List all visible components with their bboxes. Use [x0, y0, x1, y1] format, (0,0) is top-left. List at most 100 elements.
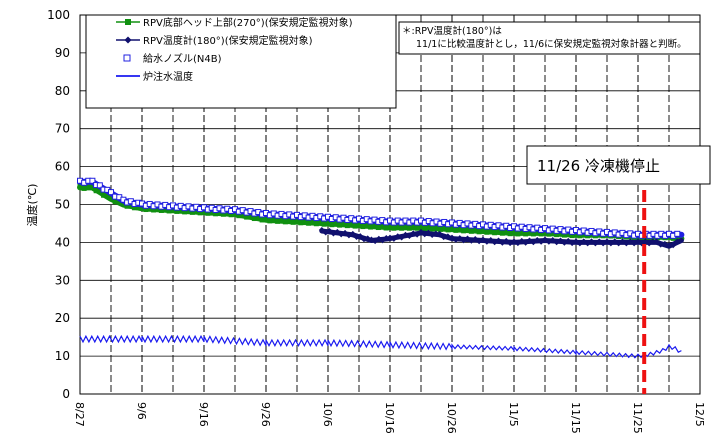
series-layer	[77, 177, 685, 359]
series-marker	[240, 211, 246, 217]
series-marker	[495, 237, 502, 244]
series-marker	[390, 235, 397, 242]
series-marker	[282, 219, 288, 225]
series-marker	[259, 217, 265, 223]
y-tick-label: 60	[55, 160, 70, 174]
series-marker	[391, 225, 397, 231]
series-1	[318, 227, 684, 249]
series-marker	[557, 237, 564, 244]
legend-item: 炉注水温度	[116, 70, 193, 83]
series-marker	[356, 221, 362, 227]
series-marker	[341, 220, 346, 226]
series-marker	[657, 241, 664, 248]
series-marker	[440, 234, 447, 241]
legend-marker	[125, 19, 131, 25]
series-marker	[453, 227, 459, 233]
legend-label: RPV底部ヘッド上部(270°)(保安規定監視対象)	[143, 16, 353, 29]
series-marker	[108, 189, 114, 196]
x-tick-label: 12/5	[693, 402, 706, 427]
note-frame	[398, 21, 701, 55]
y-tick-label: 30	[55, 273, 70, 287]
legend-swatch	[123, 54, 131, 62]
series-marker	[496, 228, 501, 234]
x-tick-label: 11/25	[631, 402, 644, 434]
legend-item: 給水ノズル(N4B)	[123, 52, 222, 65]
series-marker	[674, 238, 681, 245]
legend: RPV底部ヘッド上部(270°)(保安規定監視対象) RPV温度計(180°)(保…	[85, 14, 397, 109]
series-marker	[313, 221, 319, 227]
x-tick-label: 9/6	[135, 402, 148, 420]
series-marker	[228, 212, 234, 218]
series-marker	[472, 236, 479, 243]
series-marker	[577, 233, 583, 239]
series-marker	[143, 207, 149, 213]
series-marker	[436, 230, 443, 237]
y-tick-label: 90	[55, 46, 70, 60]
series-marker	[515, 231, 521, 237]
series-marker	[507, 231, 513, 237]
series-marker	[368, 224, 374, 230]
series-marker	[342, 229, 349, 236]
series-marker	[488, 228, 494, 234]
series-marker	[465, 226, 470, 232]
series-marker	[585, 233, 591, 239]
series-marker	[294, 218, 300, 224]
series-marker	[360, 224, 366, 230]
series-marker	[267, 218, 273, 224]
series-marker	[325, 219, 331, 225]
series-marker	[414, 225, 420, 231]
series-marker	[527, 229, 532, 235]
series-marker	[255, 214, 261, 220]
y-axis-label: 温度(℃)	[25, 184, 39, 227]
series-marker	[499, 230, 505, 236]
series-marker	[213, 211, 219, 217]
series-marker	[383, 234, 390, 241]
series-marker	[649, 238, 656, 245]
series-marker	[372, 238, 379, 245]
series-marker	[449, 225, 455, 231]
series-marker	[244, 214, 250, 220]
series-marker	[456, 235, 463, 242]
series-marker	[395, 223, 401, 229]
series-marker	[472, 227, 478, 233]
series-marker	[538, 238, 545, 245]
series-marker	[387, 223, 393, 229]
series-marker	[248, 213, 253, 219]
y-tick-label: 40	[55, 235, 70, 249]
y-tick-label: 0	[62, 387, 70, 401]
series-marker	[561, 232, 567, 238]
series-marker	[569, 233, 575, 239]
series-marker	[670, 242, 677, 249]
series-marker	[398, 234, 405, 241]
event-annotation: 11/26 冷凍機停止	[526, 145, 711, 185]
series-marker	[449, 234, 455, 241]
series-marker	[441, 225, 447, 231]
x-axis-ticks: 8/27 9/6 9/16 9/26 10/6 10/16 10/26 11/5 11/15 11…	[73, 402, 706, 434]
series-marker	[344, 223, 350, 229]
series-marker	[538, 231, 544, 237]
series-marker	[337, 222, 343, 228]
series-marker	[425, 229, 432, 236]
series-marker	[383, 225, 389, 231]
series-marker	[406, 225, 412, 231]
event-annotation-frame	[526, 145, 711, 185]
series-marker	[93, 188, 99, 194]
series-marker	[549, 236, 556, 243]
series-marker	[565, 237, 572, 244]
series-marker	[476, 229, 482, 235]
series-marker	[414, 231, 421, 238]
series-marker	[151, 207, 157, 213]
series-marker	[530, 231, 536, 237]
series-marker	[430, 226, 436, 232]
series-marker	[364, 222, 370, 228]
series-marker	[484, 229, 490, 235]
series-marker	[158, 207, 164, 213]
series-marker	[236, 213, 242, 219]
series-marker	[182, 209, 188, 215]
series-marker	[445, 227, 451, 233]
series-marker	[403, 223, 408, 229]
series-marker	[326, 227, 333, 234]
series-marker	[461, 228, 467, 234]
legend-box	[85, 14, 397, 109]
